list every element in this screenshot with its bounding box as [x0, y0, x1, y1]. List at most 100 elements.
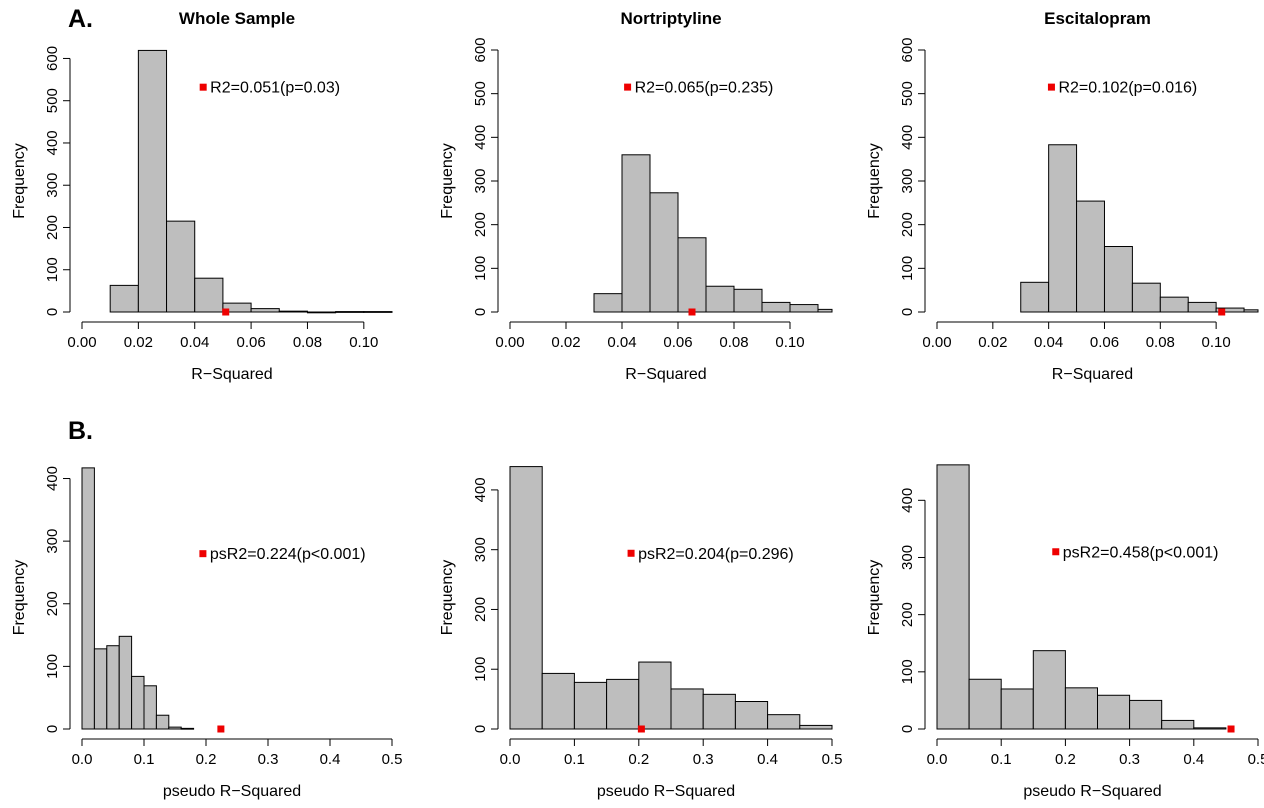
y-tick-label: 0	[899, 725, 916, 733]
histogram-bar	[649, 192, 679, 313]
x-tick-label: 0.0	[72, 751, 93, 768]
histogram-panel: 0 100 200 300 400 0.0 0.1 0.2 0.3 0.4 0.5 pseudo R−…	[439, 466, 842, 800]
histogram-bar	[306, 311, 337, 314]
histogram-bar	[593, 293, 623, 313]
histogram-bar	[817, 308, 833, 313]
x-tick-label: 0.3	[1119, 751, 1140, 768]
x-tick-label: 0.10	[775, 334, 804, 351]
histogram-bar	[621, 154, 651, 313]
y-tick-label: 200	[899, 602, 916, 627]
panel-label-a: A.	[68, 5, 93, 33]
y-tick-label: 400	[899, 488, 916, 513]
y-axis-label: Frequency	[11, 143, 28, 219]
legend-marker	[199, 83, 207, 91]
histogram-bar	[509, 466, 543, 730]
y-tick-label: 300	[472, 168, 489, 193]
histogram-bar	[222, 302, 252, 313]
x-axis-label: pseudo R−Squared	[597, 783, 735, 800]
observed-value-marker	[217, 725, 225, 733]
x-tick-label: 0.06	[663, 334, 692, 351]
y-tick-label: 100	[44, 654, 61, 679]
histogram-panel: 0 100 200 300 400 500 600 0.00 0.02 0.04 0.06 0.08 0…	[866, 9, 1259, 383]
legend-text: R2=0.102(p=0.016)	[1058, 80, 1197, 97]
x-tick-label: 0.00	[67, 334, 96, 351]
x-tick-label: 0.02	[551, 334, 580, 351]
legend-marker	[624, 83, 632, 91]
x-tick-label: 0.08	[293, 334, 322, 351]
legend-marker	[199, 550, 207, 558]
x-tick-label: 0.2	[1055, 751, 1076, 768]
legend-text: psR2=0.458(p<0.001)	[1063, 544, 1219, 561]
histogram-bar	[81, 467, 95, 730]
histogram-bar	[1048, 144, 1078, 313]
histogram-bar	[936, 464, 970, 730]
y-tick-label: 0	[899, 308, 916, 316]
x-tick-label: 0.02	[978, 334, 1007, 351]
histogram-bar	[1103, 246, 1133, 313]
y-axis-label: Frequency	[439, 560, 456, 636]
x-tick-label: 0.5	[382, 751, 403, 768]
x-tick-label: 0.4	[757, 751, 778, 768]
y-tick-label: 200	[899, 212, 916, 237]
y-tick-label: 500	[472, 81, 489, 106]
x-tick-label: 0.3	[258, 751, 279, 768]
y-tick-label: 600	[472, 37, 489, 62]
observed-value-marker	[1218, 308, 1226, 316]
histogram-bar	[250, 308, 280, 313]
x-tick-label: 0.00	[495, 334, 524, 351]
observed-value-marker	[222, 308, 230, 316]
histogram-bar	[573, 681, 608, 730]
y-tick-label: 400	[899, 125, 916, 150]
x-tick-label: 0.0	[500, 751, 521, 768]
histogram-bar	[131, 675, 145, 730]
legend-marker	[1047, 83, 1055, 91]
x-tick-label: 0.08	[1146, 334, 1175, 351]
x-tick-label: 0.2	[196, 751, 217, 768]
x-tick-label: 0.0	[927, 751, 948, 768]
y-tick-label: 300	[899, 168, 916, 193]
y-tick-label: 300	[899, 545, 916, 570]
histogram-panel: 0 100 200 300 400 500 600 0.00 0.02 0.04 0.06 0.08 0…	[11, 9, 393, 383]
legend-marker	[627, 549, 635, 557]
chart-title: Whole Sample	[179, 9, 295, 28]
histogram-bar	[799, 724, 833, 730]
chart-title: Escitalopram	[1044, 9, 1151, 28]
histogram-bar	[1064, 687, 1099, 730]
x-axis-label: R−Squared	[1052, 366, 1133, 383]
y-tick-label: 0	[472, 725, 489, 733]
y-tick-label: 200	[472, 212, 489, 237]
x-tick-label: 0.4	[1183, 751, 1204, 768]
histogram-bar	[180, 727, 195, 730]
histogram-bar	[106, 645, 120, 730]
x-tick-label: 0.10	[349, 334, 378, 351]
legend-text: R2=0.051(p=0.03)	[210, 80, 340, 97]
histogram-bar	[143, 685, 157, 730]
x-axis-label: pseudo R−Squared	[163, 783, 301, 800]
histogram-bar	[638, 661, 672, 730]
histogram-bar	[278, 310, 308, 313]
histogram-bar	[606, 678, 640, 730]
y-tick-label: 400	[44, 466, 61, 491]
observed-value-marker	[637, 725, 645, 733]
y-tick-label: 200	[44, 591, 61, 616]
histogram-bar	[734, 701, 769, 730]
histogram-panel: 0 100 200 300 400 0.0 0.1 0.2 0.3 0.4 0.5 pseudo R−…	[11, 466, 402, 800]
histogram-bar	[1161, 719, 1195, 730]
histogram-bar	[1193, 727, 1227, 730]
y-tick-label: 400	[44, 130, 61, 155]
histogram-bar	[335, 311, 365, 313]
histogram-panel: 0 100 200 300 400 500 600 0.00 0.02 0.04 0.06 0.08 0…	[439, 9, 833, 383]
x-tick-label: 0.4	[320, 751, 341, 768]
x-tick-label: 0.00	[922, 334, 951, 351]
panel-label-b: B.	[68, 417, 93, 445]
histogram-bar	[1032, 650, 1066, 730]
histogram-bar	[1000, 688, 1034, 730]
y-tick-label: 400	[472, 477, 489, 502]
legend-text: R2=0.065(p=0.235)	[635, 80, 774, 97]
y-tick-label: 400	[472, 125, 489, 150]
y-tick-label: 300	[472, 537, 489, 562]
y-tick-label: 100	[899, 659, 916, 684]
histogram-bar	[541, 672, 575, 730]
x-tick-label: 0.02	[124, 334, 153, 351]
